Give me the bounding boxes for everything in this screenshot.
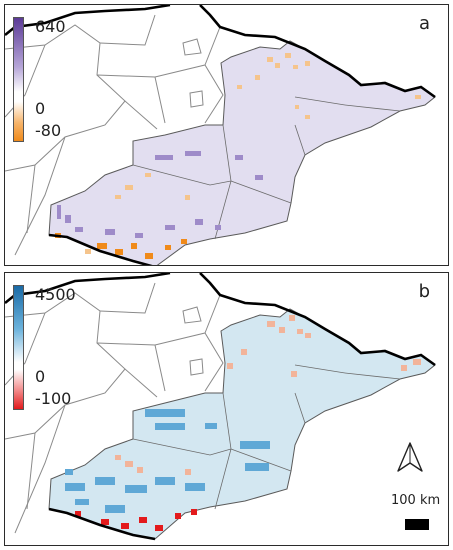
raster-cell — [205, 423, 217, 429]
raster-cell — [125, 461, 133, 467]
raster-cell — [131, 243, 137, 249]
raster-cell — [305, 333, 311, 338]
raster-cell — [145, 409, 185, 417]
raster-cell — [155, 525, 163, 531]
legend-min-label: -100 — [35, 389, 72, 408]
raster-cell — [285, 53, 291, 58]
raster-cell — [305, 61, 310, 66]
raster-cell — [181, 239, 187, 244]
raster-cell — [297, 329, 303, 334]
raster-cell — [65, 469, 73, 475]
raster-cell — [185, 483, 205, 491]
raster-cell — [165, 245, 171, 250]
raster-cell — [240, 441, 270, 449]
raster-cell — [291, 371, 297, 377]
raster-cell — [401, 365, 407, 371]
raster-cell — [155, 423, 185, 430]
raster-cell — [289, 315, 295, 321]
raster-cell — [165, 225, 175, 230]
raster-cell — [105, 505, 125, 513]
raster-cell — [279, 327, 285, 333]
raster-cell — [121, 523, 129, 529]
raster-cell — [145, 253, 153, 259]
raster-cell — [237, 85, 242, 89]
raster-cell — [137, 467, 143, 473]
raster-cell — [139, 517, 147, 523]
raster-cell — [115, 455, 121, 460]
map-panel-b: b 4500 0 -100 100 km — [4, 272, 449, 546]
internal-boundaries — [132, 96, 401, 240]
raster-cell — [227, 363, 233, 369]
legend-max-label: 640 — [35, 17, 66, 36]
map-panel-a: a 640 0 -80 — [4, 4, 449, 266]
internal-boundaries — [132, 364, 401, 510]
scale-bar — [405, 519, 429, 530]
raster-cell — [95, 477, 115, 485]
map-a-svg — [5, 5, 436, 265]
raster-cell — [267, 321, 275, 327]
raster-cell — [115, 195, 121, 199]
raster-cell — [65, 215, 71, 223]
raster-cell — [155, 155, 173, 160]
data-cells — [65, 315, 421, 531]
panel-letter: a — [418, 13, 430, 34]
raster-cell — [85, 249, 91, 254]
raster-cell — [293, 65, 298, 69]
raster-cell — [57, 205, 61, 219]
raster-cell — [415, 95, 421, 99]
raster-cell — [195, 219, 203, 225]
raster-cell — [185, 469, 191, 475]
raster-cell — [145, 173, 151, 177]
background-boundaries — [5, 282, 224, 534]
background-boundaries — [5, 14, 224, 256]
raster-cell — [65, 483, 85, 491]
legend-colorbar — [13, 17, 24, 142]
raster-cell — [185, 151, 201, 156]
raster-cell — [135, 233, 143, 238]
raster-cell — [275, 63, 280, 68]
raster-cell — [215, 225, 221, 230]
legend-colorbar — [13, 285, 24, 410]
raster-cell — [125, 485, 147, 493]
raster-cell — [267, 57, 273, 62]
raster-cell — [75, 499, 89, 505]
raster-cell — [295, 105, 299, 109]
raster-cell — [191, 509, 197, 515]
legend-zero-label: 0 — [35, 99, 46, 118]
raster-cell — [235, 155, 243, 160]
raster-cell — [255, 75, 260, 80]
raster-cell — [97, 243, 107, 249]
raster-cell — [175, 513, 181, 519]
legend-min-label: -80 — [35, 121, 62, 140]
raster-cell — [155, 477, 175, 485]
raster-cell — [75, 511, 81, 517]
map-b-svg — [5, 273, 436, 541]
data-cells — [55, 53, 421, 259]
raster-cell — [185, 195, 190, 200]
raster-cell — [125, 185, 133, 190]
panel-letter: b — [418, 281, 430, 302]
raster-cell — [75, 227, 83, 232]
raster-cell — [305, 115, 310, 119]
raster-cell — [241, 349, 247, 355]
raster-cell — [105, 229, 115, 235]
legend-max-label: 4500 — [35, 285, 76, 304]
scale-bar-label: 100 km — [391, 493, 441, 508]
north-arrow-icon — [397, 442, 423, 472]
raster-cell — [101, 519, 109, 525]
raster-cell — [255, 175, 263, 180]
raster-cell — [245, 463, 269, 471]
raster-cell — [115, 249, 123, 255]
legend-zero-label: 0 — [35, 367, 46, 386]
raster-cell — [413, 359, 421, 365]
